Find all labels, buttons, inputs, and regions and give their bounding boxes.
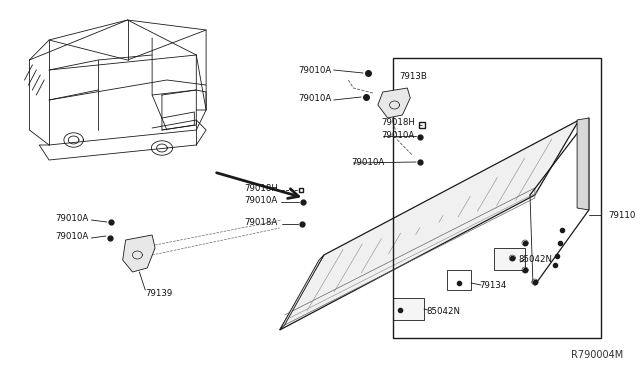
Text: 85042N: 85042N bbox=[426, 308, 460, 317]
Bar bbox=[447, 270, 471, 290]
Text: 79010A: 79010A bbox=[55, 214, 88, 222]
Polygon shape bbox=[123, 235, 155, 272]
Polygon shape bbox=[280, 255, 324, 330]
Text: 79018H: 79018H bbox=[244, 183, 278, 192]
Text: 79134: 79134 bbox=[479, 280, 506, 289]
Text: 79010A: 79010A bbox=[298, 65, 332, 74]
Text: 79010A: 79010A bbox=[298, 93, 332, 103]
Text: 7913B: 7913B bbox=[399, 71, 428, 80]
Text: 79010A: 79010A bbox=[244, 196, 278, 205]
Text: 79139: 79139 bbox=[145, 289, 173, 298]
Text: 79110: 79110 bbox=[609, 211, 636, 219]
Text: R790004M: R790004M bbox=[571, 350, 623, 360]
Text: 79018H: 79018H bbox=[381, 118, 415, 126]
Polygon shape bbox=[577, 118, 589, 210]
Text: 79010A: 79010A bbox=[351, 157, 385, 167]
Bar bbox=[392, 298, 424, 320]
Polygon shape bbox=[280, 120, 579, 330]
Bar bbox=[493, 248, 525, 270]
Polygon shape bbox=[378, 88, 410, 118]
Text: 79010A: 79010A bbox=[55, 231, 88, 241]
Text: 79010A: 79010A bbox=[381, 131, 414, 140]
Text: 79018A: 79018A bbox=[244, 218, 278, 227]
Bar bbox=[392, 58, 601, 338]
Text: 85042N: 85042N bbox=[518, 256, 552, 264]
